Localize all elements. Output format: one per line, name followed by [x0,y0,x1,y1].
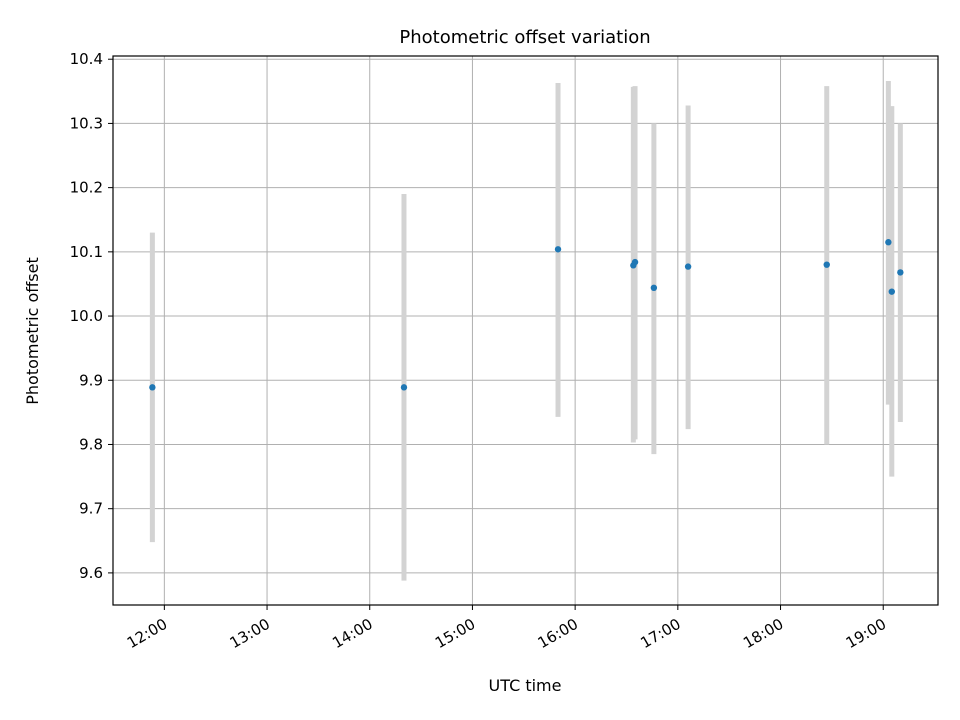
y-axis-label: Photometric offset [23,257,42,405]
data-point [888,288,895,295]
data-point [149,384,156,391]
data-points [149,239,904,391]
chart-title: Photometric offset variation [399,27,650,48]
y-axis-ticks: 9.6 9.7 9.8 9.9 10.0 10.1 10.2 10.3 10.4 [70,50,113,582]
y-tick-label: 10.3 [70,114,103,132]
y-tick-label: 9.6 [79,564,103,582]
y-tick-label: 10.2 [70,179,103,197]
data-point [885,239,892,246]
y-tick-label: 9.8 [79,435,103,453]
y-tick-label: 10.0 [70,307,103,325]
data-point [684,263,692,270]
grid [113,56,938,605]
y-tick-label: 10.1 [70,243,103,261]
data-point [650,284,658,291]
data-point [897,269,904,276]
y-tick-label: 9.9 [79,371,103,389]
x-axis-label: UTC time [489,676,562,695]
y-tick-label: 9.7 [79,500,103,518]
data-point [400,384,408,391]
plot-frame [112,55,939,606]
y-tick-label: 10.4 [70,50,103,68]
data-point [554,246,562,253]
data-point [823,261,830,268]
data-point [631,258,639,266]
